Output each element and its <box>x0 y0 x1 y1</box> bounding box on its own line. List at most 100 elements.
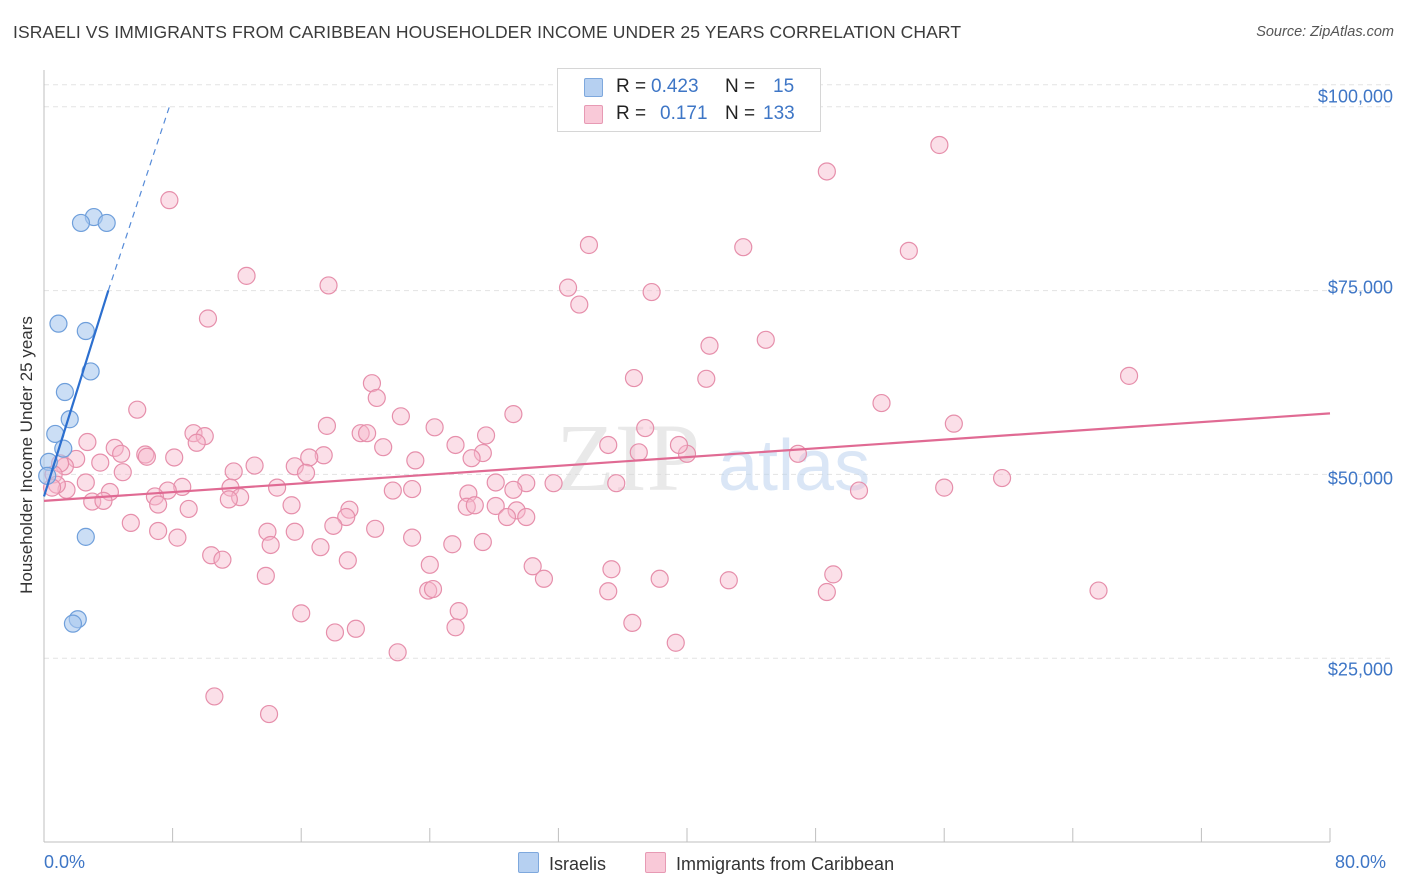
stats-legend-row-israelis: R = 0.423 N = 15 <box>558 73 820 99</box>
caribbean-point <box>311 538 330 557</box>
caribbean-point <box>317 416 337 435</box>
watermark: ZIP atlas <box>556 404 870 511</box>
caribbean-point <box>824 565 843 584</box>
watermark-atlas: atlas <box>718 426 870 506</box>
series-caribbean-points <box>42 135 1139 724</box>
caribbean-point <box>697 369 716 388</box>
caribbean-point <box>623 613 642 632</box>
caribbean-point <box>944 414 963 433</box>
y-tick-label: $25,000 <box>1327 659 1393 680</box>
caribbean-point <box>198 309 218 328</box>
caribbean-point <box>338 551 357 570</box>
caribbean-point <box>719 571 738 590</box>
caribbean-point <box>1089 581 1108 600</box>
caribbean-point <box>149 495 168 514</box>
caribbean-point <box>462 449 481 468</box>
caribbean-point <box>187 433 206 452</box>
caribbean-point <box>406 451 425 470</box>
caribbean-point <box>504 404 523 424</box>
caribbean-point <box>504 480 523 499</box>
legend-item-caribbean[interactable]: Immigrants from Caribbean <box>645 852 894 875</box>
caribbean-point <box>579 235 599 255</box>
caribbean-point <box>168 528 187 547</box>
caribbean-point <box>245 456 264 475</box>
caribbean-point <box>599 582 618 601</box>
n-value: 133 <box>763 103 795 124</box>
caribbean-point <box>507 501 526 520</box>
caribbean-point <box>358 424 377 443</box>
caribbean-point <box>486 473 505 492</box>
caribbean-point <box>523 557 542 576</box>
caribbean-point <box>700 336 719 355</box>
caribbean-point <box>476 426 496 445</box>
caribbean-point <box>420 555 439 574</box>
source-label: Source: ZipAtlas.com <box>1256 24 1394 40</box>
caribbean-point <box>669 435 689 455</box>
israelis-point <box>63 614 83 633</box>
caribbean-point <box>391 407 410 426</box>
legend-item-israelis[interactable]: Israelis <box>518 852 606 875</box>
caribbean-point <box>473 532 492 552</box>
caribbean-point <box>497 507 517 527</box>
caribbean-point <box>756 330 775 349</box>
caribbean-point <box>570 295 589 314</box>
caribbean-point <box>337 507 356 527</box>
caribbean-point <box>94 491 113 510</box>
x-tick-label-max: 80.0% <box>1335 852 1387 872</box>
israelis-trendline-extension <box>107 106 170 291</box>
caribbean-point <box>602 560 621 579</box>
stats-legend-row-caribbean: R = 0.171 N = 133 <box>558 100 820 126</box>
caribbean-point <box>259 704 279 724</box>
caribbean-point <box>314 446 333 465</box>
caribbean-swatch <box>584 105 603 124</box>
caribbean-point <box>734 238 753 257</box>
caribbean-point <box>517 507 536 527</box>
n-value: 15 <box>773 76 795 97</box>
caribbean-point <box>930 135 949 155</box>
gridlines <box>44 84 1392 659</box>
caribbean-point <box>817 582 836 602</box>
caribbean-point <box>935 478 954 497</box>
caribbean-point <box>149 521 168 541</box>
caribbean-point <box>992 468 1012 488</box>
caribbean-point <box>285 457 304 476</box>
israelis-point <box>76 321 95 341</box>
caribbean-point <box>367 388 386 408</box>
caribbean-point <box>1119 366 1139 385</box>
caribbean-point <box>112 444 131 463</box>
caribbean-legend-label: Immigrants from Caribbean <box>676 854 895 874</box>
r-label: R = <box>616 103 647 124</box>
caribbean-point <box>872 393 891 413</box>
israelis-point <box>97 213 116 233</box>
israelis-point <box>49 314 68 333</box>
caribbean-point <box>121 513 140 533</box>
caribbean-point <box>403 528 422 547</box>
caribbean-point <box>599 435 618 455</box>
caribbean-point <box>285 522 304 541</box>
stats-legend: R = 0.423 N = 15 R = 0.171 N = 133 <box>557 68 821 132</box>
caribbean-point <box>128 400 147 419</box>
n-label: N = <box>725 76 756 97</box>
caribbean-point <box>449 602 468 621</box>
caribbean-point <box>113 463 132 482</box>
series-israelis-points <box>38 207 116 633</box>
caribbean-point <box>624 368 644 388</box>
israelis-trendline <box>42 290 110 497</box>
israelis-point <box>76 527 95 546</box>
caribbean-point <box>319 276 338 295</box>
caribbean-point <box>788 444 808 463</box>
caribbean-point <box>666 633 685 652</box>
israelis-point <box>54 439 73 458</box>
caribbean-point <box>465 496 484 515</box>
caribbean-point <box>76 473 95 492</box>
israelis-legend-label: Israelis <box>549 854 607 874</box>
israelis-swatch <box>584 78 603 97</box>
caribbean-point <box>849 481 869 500</box>
caribbean-point <box>899 241 918 260</box>
caribbean-point <box>213 550 232 569</box>
caribbean-point <box>296 463 316 483</box>
caribbean-point <box>78 432 97 452</box>
caribbean-point <box>205 687 224 706</box>
y-tick-label: $100,000 <box>1317 86 1393 107</box>
israelis-point <box>55 382 74 402</box>
